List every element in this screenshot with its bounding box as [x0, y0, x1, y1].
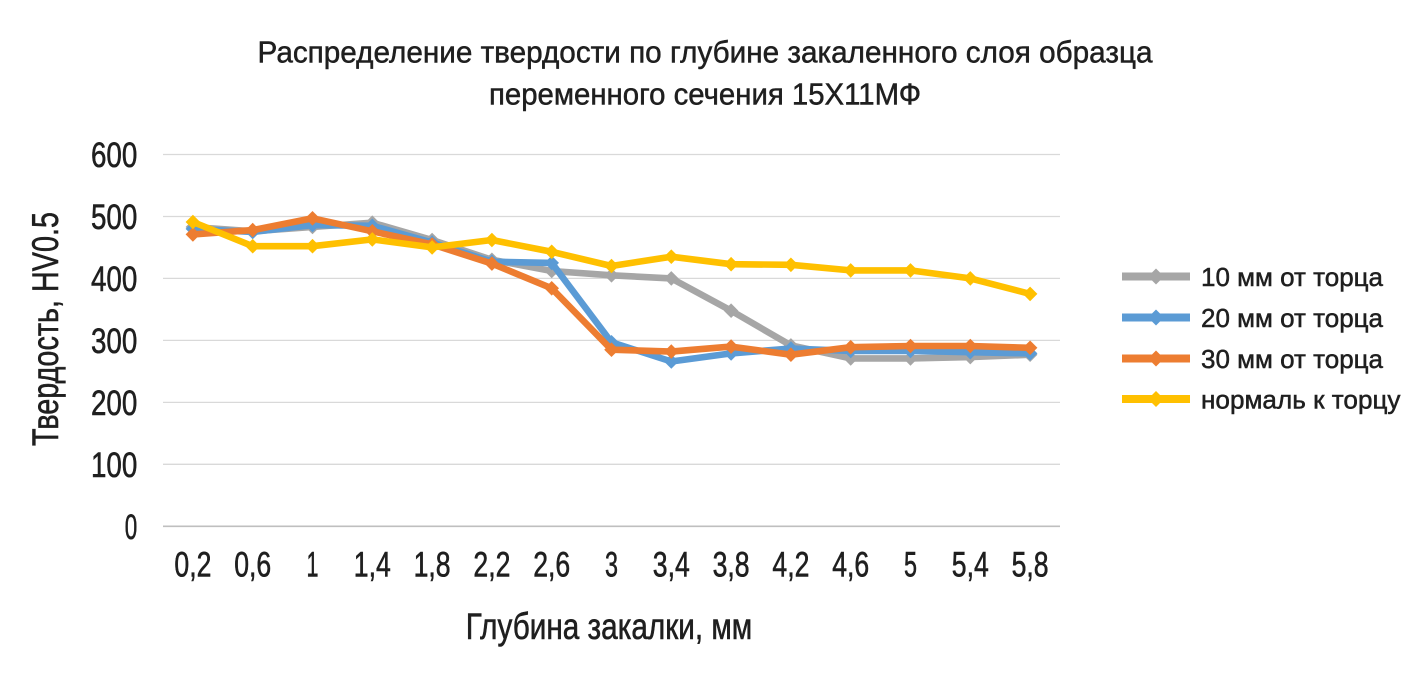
svg-text:0,2: 0,2: [174, 546, 211, 585]
svg-text:300: 300: [91, 322, 137, 361]
svg-text:20 мм от торца: 20 мм от торца: [1201, 303, 1384, 333]
svg-text:переменного сечения 15Х11МФ: переменного сечения 15Х11МФ: [489, 76, 921, 111]
svg-text:200: 200: [91, 384, 137, 423]
svg-text:5,8: 5,8: [1012, 546, 1049, 585]
svg-text:500: 500: [91, 198, 137, 237]
svg-text:3,8: 3,8: [713, 546, 750, 585]
svg-text:2,2: 2,2: [473, 546, 510, 585]
svg-text:Глубина закалки, мм: Глубина закалки, мм: [466, 606, 753, 647]
svg-text:10 мм от торца: 10 мм от торца: [1201, 262, 1384, 292]
svg-text:1,8: 1,8: [414, 546, 451, 585]
svg-text:100: 100: [91, 446, 137, 485]
svg-text:400: 400: [91, 260, 137, 299]
svg-text:4,6: 4,6: [832, 546, 869, 585]
svg-text:2,6: 2,6: [533, 546, 570, 585]
svg-text:1: 1: [307, 546, 319, 585]
svg-text:600: 600: [91, 136, 137, 175]
svg-text:1,4: 1,4: [354, 546, 391, 585]
svg-text:3: 3: [605, 546, 618, 585]
svg-text:5,4: 5,4: [952, 546, 989, 585]
svg-text:0,6: 0,6: [234, 546, 271, 585]
svg-text:4,2: 4,2: [772, 546, 809, 585]
svg-text:0: 0: [125, 508, 138, 547]
svg-text:3,4: 3,4: [653, 546, 690, 585]
svg-text:Распределение твердости по глу: Распределение твердости по глубине закал…: [258, 35, 1154, 70]
svg-text:нормаль к торцу: нормаль к торцу: [1201, 384, 1401, 414]
svg-text:5: 5: [904, 546, 917, 585]
svg-text:30 мм от торца: 30 мм от торца: [1201, 344, 1384, 374]
svg-text:Твердость, HV0.5: Твердость, HV0.5: [25, 212, 66, 446]
